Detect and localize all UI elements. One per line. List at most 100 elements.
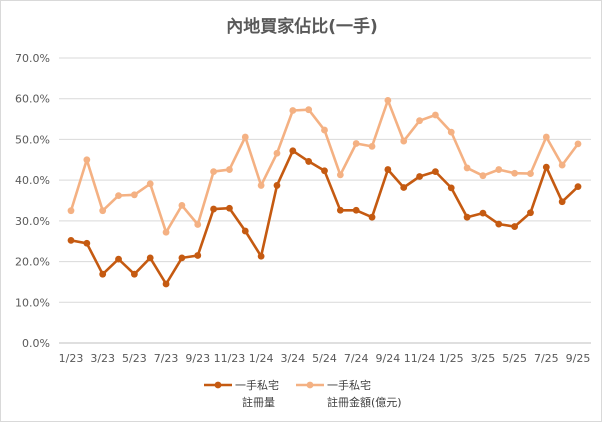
- data-point: [542, 163, 550, 171]
- data-point: [542, 133, 550, 141]
- data-point: [416, 117, 423, 125]
- series-2: [67, 96, 582, 236]
- data-point: [99, 270, 107, 278]
- x-axis-tick-labels: 1/23 3/23 5/23 7/23 9/23 11/23 1/24 3/24 5/24 7/2…: [59, 352, 591, 365]
- data-point: [273, 149, 281, 157]
- data-point: [336, 206, 344, 214]
- data-point: [83, 156, 91, 164]
- data-point: [226, 166, 233, 173]
- data-point: [432, 111, 439, 119]
- data-point: [178, 201, 186, 209]
- data-point: [416, 173, 423, 180]
- y-tick-label: 0.0%: [22, 337, 50, 350]
- data-point: [115, 255, 122, 263]
- series-line: [69, 99, 580, 234]
- data-point: [384, 166, 392, 173]
- y-tick-label: 60.0%: [15, 93, 50, 106]
- data-point: [511, 223, 519, 230]
- x-tick-label: 11/23: [214, 352, 246, 365]
- data-point: [368, 213, 376, 221]
- data-point: [495, 220, 503, 228]
- data-point: [447, 128, 455, 136]
- data-point: [115, 192, 122, 200]
- x-tick-label: 11/24: [404, 352, 436, 365]
- data-point: [527, 170, 534, 178]
- legend-marker: [214, 381, 222, 389]
- x-tick-label: 3/25: [471, 352, 496, 365]
- y-tick-label: 50.0%: [15, 133, 50, 146]
- data-point: [257, 182, 265, 189]
- data-point: [226, 204, 233, 212]
- data-point: [194, 221, 202, 228]
- x-tick-label: 3/24: [280, 352, 305, 365]
- y-tick-label: 40.0%: [15, 174, 50, 187]
- data-point: [352, 206, 360, 214]
- data-point: [400, 137, 408, 145]
- y-tick-label: 70.0%: [15, 52, 50, 65]
- legend-marker: [306, 381, 314, 389]
- data-point: [130, 191, 138, 199]
- data-point: [400, 184, 408, 191]
- chart-title: 內地買家佔比(一手): [226, 16, 378, 37]
- legend-label-line1: 一手私宅: [235, 378, 279, 392]
- data-point: [574, 183, 582, 191]
- data-point: [495, 166, 503, 173]
- data-point: [67, 237, 75, 244]
- data-point: [574, 140, 582, 148]
- data-point: [210, 168, 217, 175]
- grid-layer: [59, 57, 591, 344]
- x-tick-label: 9/23: [185, 352, 210, 365]
- x-tick-label: 1/25: [439, 352, 464, 365]
- legend-label-line2: 註冊金額(億元): [327, 395, 402, 409]
- data-point: [463, 164, 471, 172]
- x-tick-label: 7/25: [534, 352, 559, 365]
- data-point: [289, 147, 297, 155]
- data-point: [432, 168, 439, 175]
- x-tick-label: 9/24: [376, 352, 401, 365]
- legend-label-line1: 一手私宅: [327, 378, 371, 392]
- data-point: [83, 239, 91, 247]
- data-point: [99, 207, 107, 215]
- data-point: [67, 207, 75, 215]
- data-point: [162, 228, 170, 236]
- x-tick-label: 3/23: [90, 352, 115, 365]
- data-point: [463, 213, 471, 221]
- x-tick-label: 7/24: [344, 352, 369, 365]
- x-tick-label: 1/24: [249, 352, 274, 365]
- y-axis-tick-labels: 0.0% 10.0% 20.0% 30.0% 40.0% 50.0% 60.0% 70.0%: [15, 52, 50, 350]
- data-point: [146, 254, 154, 262]
- x-tick-label: 5/25: [502, 352, 527, 365]
- x-tick-label: 1/23: [59, 352, 84, 365]
- data-point: [336, 171, 344, 179]
- data-point: [368, 142, 376, 150]
- data-point: [558, 198, 566, 206]
- data-point: [305, 158, 313, 165]
- x-tick-label: 7/23: [154, 352, 179, 365]
- data-point: [194, 252, 202, 259]
- y-tick-label: 20.0%: [15, 256, 50, 269]
- x-tick-label: 5/24: [312, 352, 337, 365]
- data-point: [162, 280, 170, 288]
- data-point: [352, 140, 360, 147]
- data-point: [479, 172, 487, 180]
- data-point: [479, 209, 487, 217]
- data-point: [178, 254, 186, 262]
- data-point: [305, 106, 313, 114]
- data-point: [241, 227, 249, 235]
- data-point: [447, 184, 455, 192]
- y-tick-label: 30.0%: [15, 215, 50, 228]
- data-point: [558, 161, 566, 169]
- series-layer: [67, 96, 582, 288]
- data-point: [210, 205, 217, 213]
- legend-label-line2: 註冊量: [242, 396, 275, 409]
- series-1: [67, 147, 582, 288]
- y-tick-label: 10.0%: [15, 296, 50, 309]
- data-point: [527, 209, 534, 217]
- data-point: [273, 182, 281, 189]
- data-point: [130, 270, 138, 278]
- x-tick-label: 5/23: [122, 352, 147, 365]
